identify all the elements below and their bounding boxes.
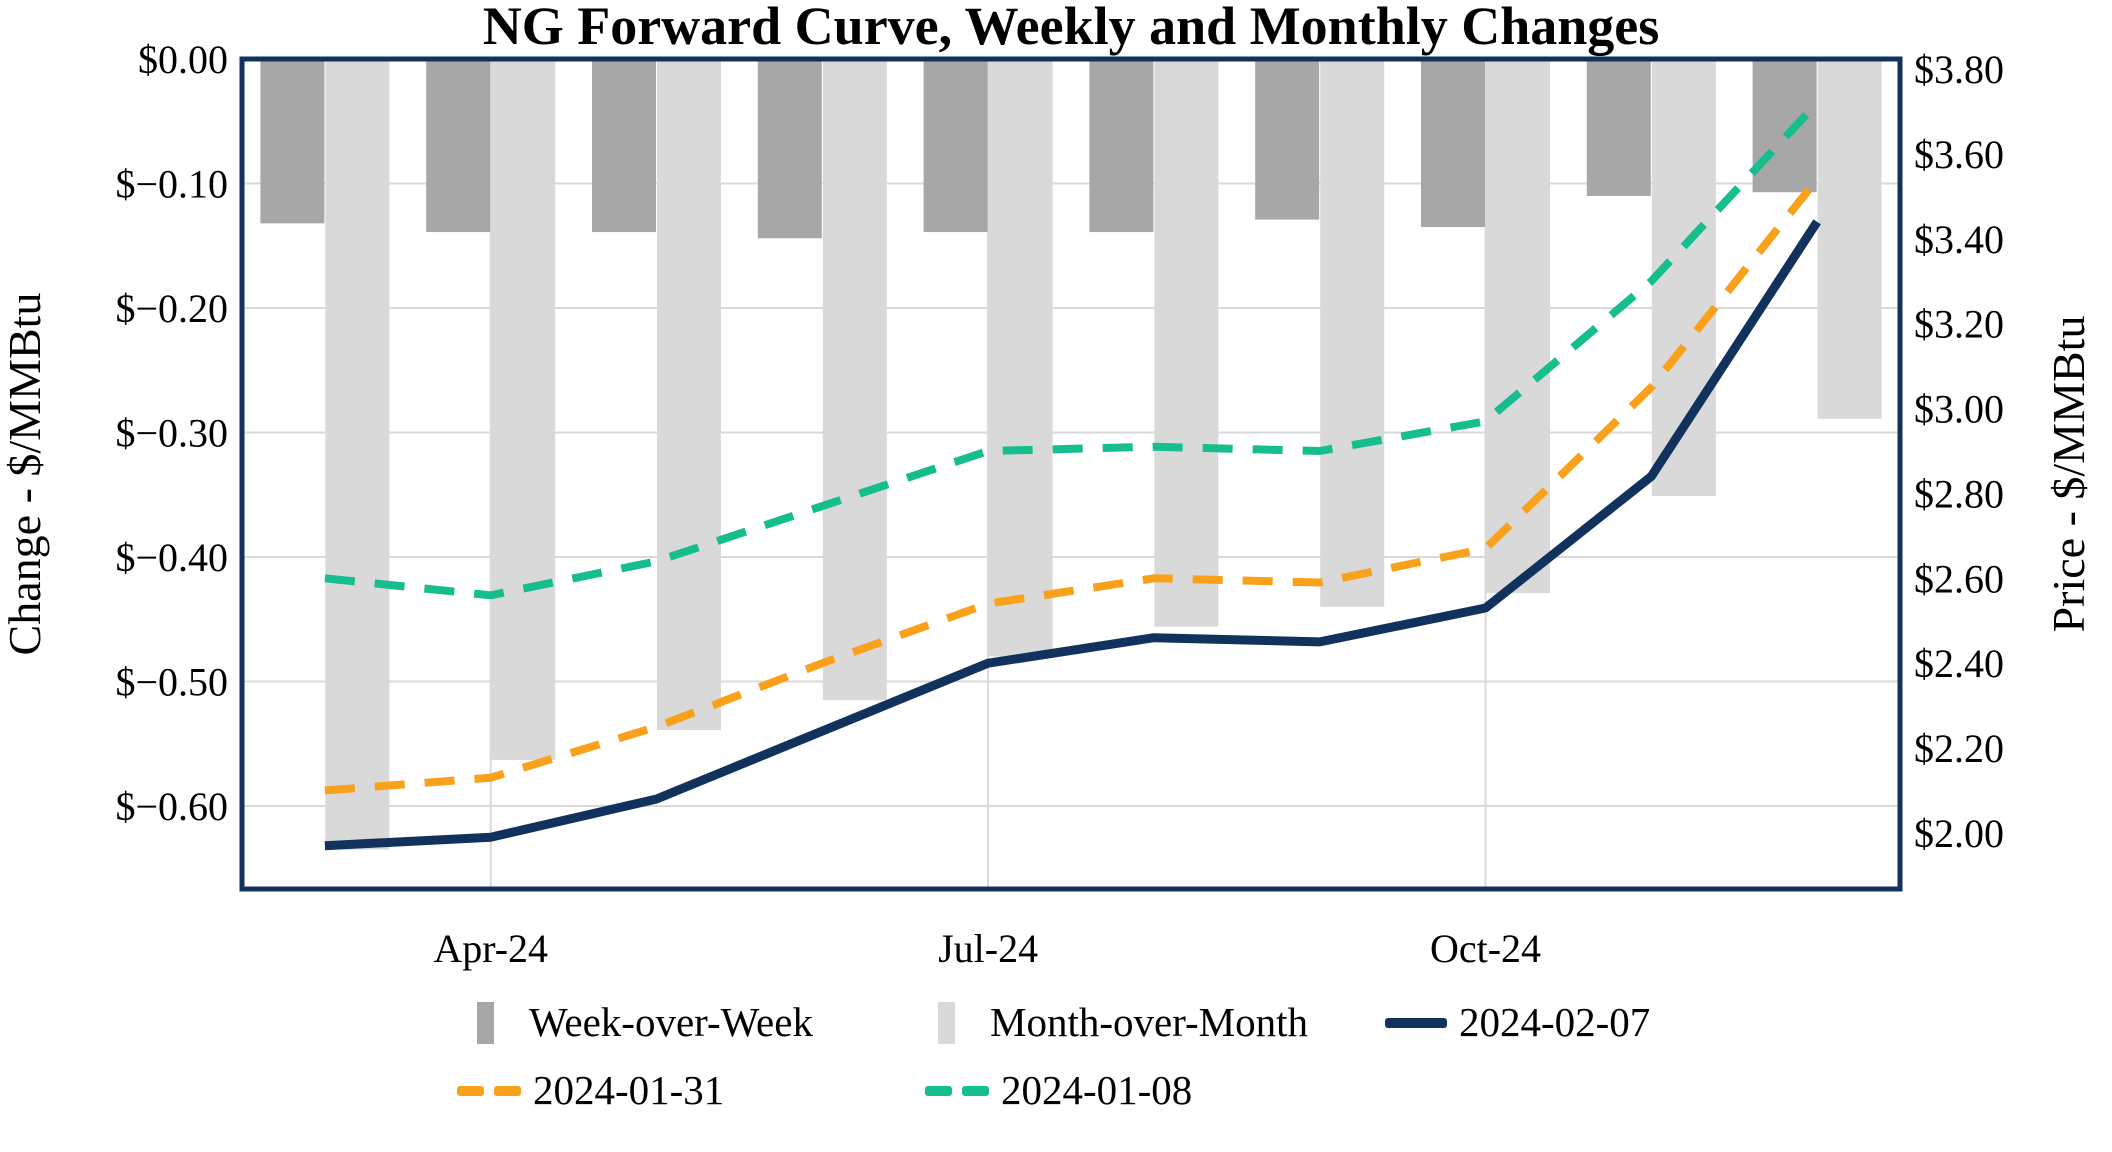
bar-month-over-month-jul-24 — [988, 59, 1053, 657]
legend-dash-2024-01-08 — [925, 1086, 952, 1096]
left-tick-label: $−0.10 — [115, 162, 228, 207]
bar-month-over-month-oct-24 — [1486, 59, 1550, 594]
left-tick-label: $−0.40 — [115, 535, 228, 580]
legend-dash-2024-01-31 — [494, 1086, 521, 1096]
legend-dash-2024-01-08 — [962, 1086, 989, 1096]
right-tick-label: $3.80 — [1914, 47, 2004, 92]
line-2024-02-07 — [324, 219, 1821, 851]
legend-swatch-week-over-week — [477, 1002, 494, 1044]
left-tick-label: $−0.50 — [115, 660, 228, 705]
bar-week-over-week-may-24 — [592, 59, 656, 233]
x-tick-label: Apr-24 — [433, 926, 548, 971]
left-tick-label: $−0.20 — [115, 286, 228, 331]
bar-month-over-month-dec-24 — [1817, 59, 1882, 419]
x-tick-label: Jul-24 — [938, 926, 1038, 971]
x-axis-tick-labels: Apr-24 Jul-24 Oct-24 — [433, 926, 1541, 971]
bar-month-over-month-apr-24 — [491, 59, 556, 760]
right-tick-label: $2.40 — [1914, 641, 2004, 686]
bar-month-over-month-mar-24 — [325, 59, 390, 850]
bar-week-over-week-sep-24 — [1255, 59, 1320, 220]
bar-week-over-week-nov-24 — [1586, 59, 1651, 196]
line-series-group — [324, 100, 1821, 851]
bar-week-over-week-oct-24 — [1421, 59, 1485, 228]
legend-label-2024-01-31: 2024-01-31 — [533, 1067, 724, 1113]
right-axis-title: Price - $/MMBtu — [2043, 316, 2094, 633]
legend-label-month-over-month: Month-over-Month — [990, 999, 1308, 1045]
legend-swatch-month-over-month — [938, 1002, 955, 1044]
bar-month-over-month-sep-24 — [1320, 59, 1385, 607]
right-tick-label: $2.60 — [1914, 556, 2004, 601]
left-axis-title: Change - $/MMBtu — [0, 293, 50, 656]
right-tick-label: $3.40 — [1914, 217, 2004, 262]
bar-week-over-week-jun-24 — [757, 59, 822, 239]
chart-title: NG Forward Curve, Weekly and Monthly Cha… — [483, 0, 1660, 56]
x-tick-label: Oct-24 — [1430, 926, 1541, 971]
bar-week-over-week-mar-24 — [260, 59, 325, 224]
line-2024-01-08 — [324, 100, 1821, 600]
plot-border — [239, 56, 1903, 892]
line-2024-01-31 — [324, 176, 1821, 795]
legend-label-2024-02-07: 2024-02-07 — [1459, 999, 1650, 1045]
right-tick-label: $3.20 — [1914, 302, 2004, 347]
legend-label-2024-01-08: 2024-01-08 — [1001, 1067, 1192, 1113]
left-tick-label: $−0.60 — [115, 784, 228, 829]
right-tick-label: $2.20 — [1914, 726, 2004, 771]
bar-week-over-week-jul-24 — [923, 59, 988, 233]
left-axis-tick-labels: $0.00 $−0.10 $−0.20 $−0.30 $−0.40 $−0.50 $−0.6… — [115, 37, 228, 829]
right-tick-label: $2.00 — [1914, 811, 2004, 856]
left-tick-label: $−0.30 — [115, 411, 228, 456]
bar-week-over-week-apr-24 — [426, 59, 491, 233]
bar-month-over-month-may-24 — [657, 59, 721, 731]
right-tick-label: $2.80 — [1914, 471, 2004, 516]
right-axis-tick-labels: $3.80 $3.60 $3.40 $3.20 $3.00 $2.80 $2.60 $2.40… — [1914, 47, 2004, 856]
legend: Week-over-Week Month-over-Month 2024-02-07… — [457, 999, 1650, 1113]
legend-dash-2024-01-31 — [457, 1086, 484, 1096]
left-tick-label: $0.00 — [138, 37, 228, 82]
right-tick-label: $3.60 — [1914, 132, 2004, 177]
bar-week-over-week-aug-24 — [1089, 59, 1154, 233]
bar-month-over-month-aug-24 — [1154, 59, 1219, 627]
bar-month-over-month-jun-24 — [822, 59, 887, 701]
legend-line-2024-02-07 — [1385, 1018, 1447, 1028]
right-tick-label: $3.00 — [1914, 387, 2004, 432]
bar-week-over-week-dec-24 — [1752, 59, 1817, 193]
bar-series-group — [260, 59, 1882, 850]
legend-label-week-over-week: Week-over-Week — [529, 999, 813, 1045]
